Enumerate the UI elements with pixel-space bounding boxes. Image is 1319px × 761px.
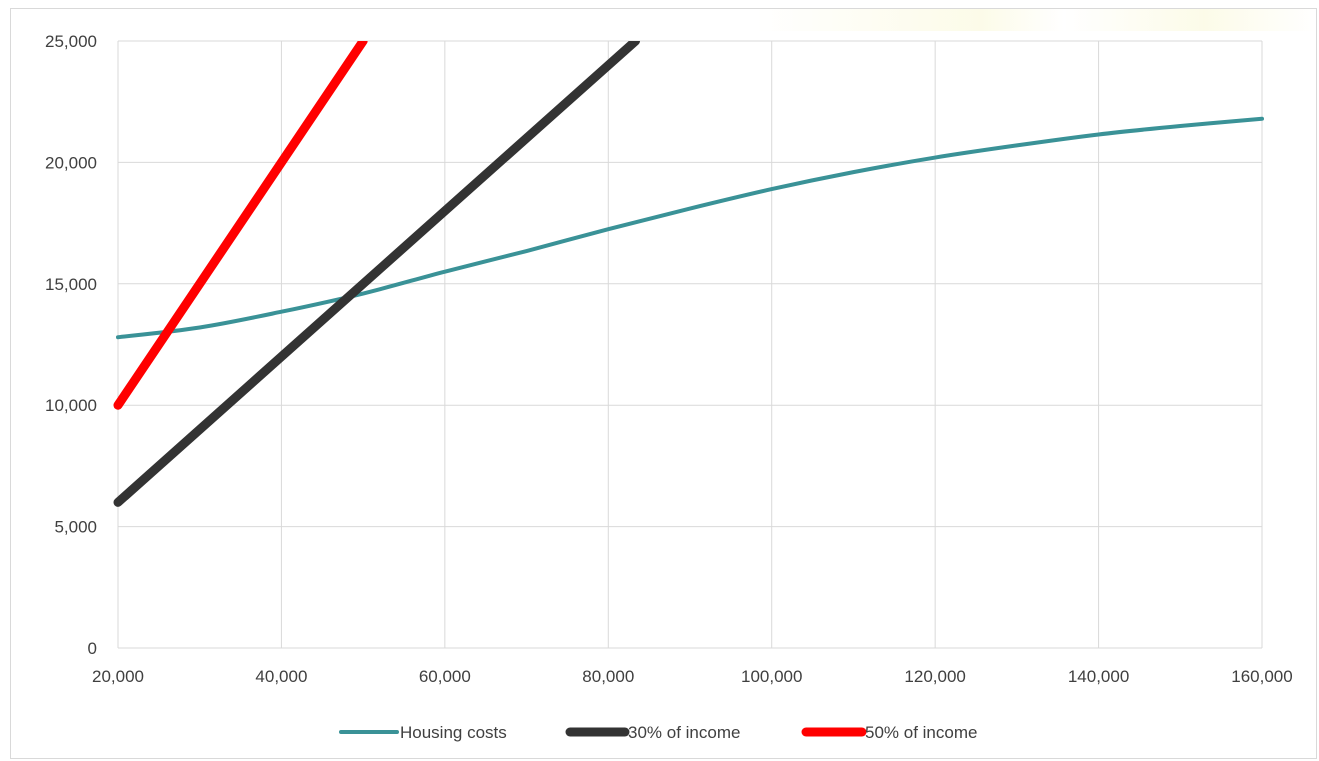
legend-label: 30% of income [628, 723, 740, 742]
decorative-accent [756, 9, 1316, 31]
y-axis-ticks: 0 5,000 10,000 15,000 20,000 25,000 [45, 32, 97, 658]
y-tick-label: 10,000 [45, 396, 97, 415]
x-tick-label: 40,000 [255, 667, 307, 686]
series-lines [113, 41, 1264, 507]
y-tick-label: 25,000 [45, 32, 97, 51]
x-tick-label: 120,000 [904, 667, 965, 686]
grid-lines [117, 40, 1263, 649]
legend: Housing costs 30% of income 50% of income [339, 723, 977, 742]
x-tick-label: 20,000 [92, 667, 144, 686]
y-tick-label: 5,000 [54, 518, 97, 537]
series-line-2 [113, 41, 641, 507]
y-tick-label: 15,000 [45, 275, 97, 294]
series-line-1 [116, 116, 1264, 340]
series-line-3 [113, 41, 368, 410]
y-tick-label: 0 [88, 639, 97, 658]
x-tick-label: 140,000 [1068, 667, 1129, 686]
x-tick-label: 160,000 [1231, 667, 1292, 686]
x-tick-label: 80,000 [582, 667, 634, 686]
legend-label: Housing costs [400, 723, 507, 742]
y-tick-label: 20,000 [45, 153, 97, 172]
x-tick-label: 60,000 [419, 667, 471, 686]
x-axis-ticks: 20,000 40,000 60,000 80,000 100,000 120,000 14… [92, 667, 1293, 686]
x-tick-label: 100,000 [741, 667, 802, 686]
legend-label: 50% of income [865, 723, 977, 742]
